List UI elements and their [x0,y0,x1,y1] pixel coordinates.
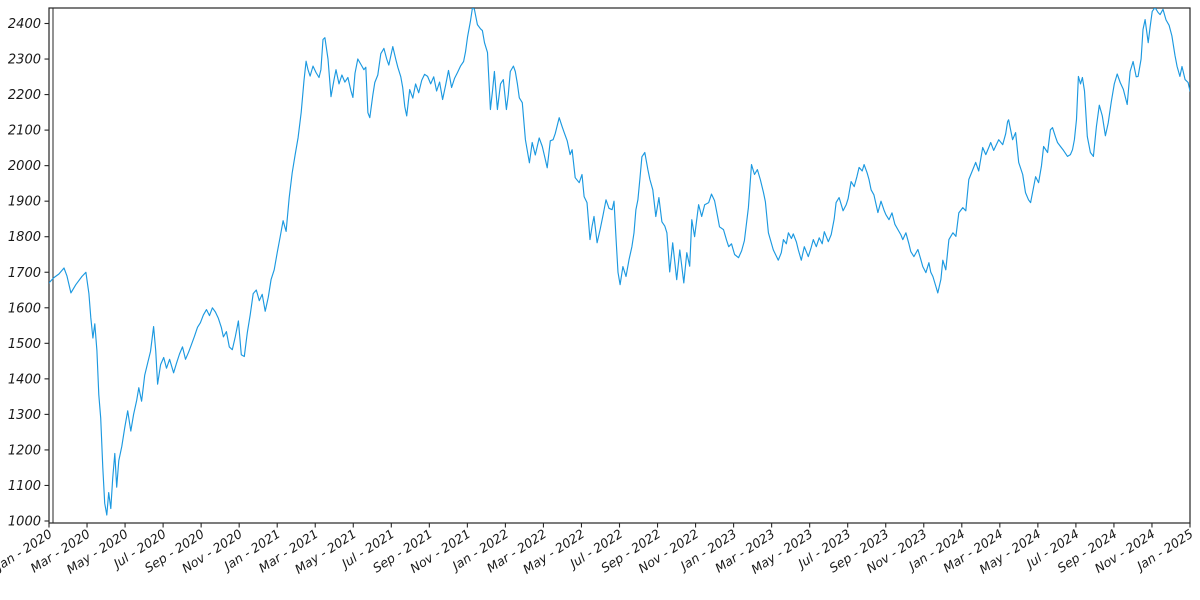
y-axis-tick-label: 1300 [8,408,41,423]
y-axis-tick-label: 1400 [8,372,41,387]
y-axis-tick-label: 1100 [8,479,41,494]
y-axis-tick-label: 2100 [8,124,41,139]
price-series-line [49,8,1190,516]
y-axis-tick-label: 1900 [8,195,41,210]
y-axis-tick-label: 2400 [8,17,41,32]
y-axis-tick-label: 1700 [8,266,41,281]
y-axis-tick-label: 1000 [8,515,41,530]
plot-border [48,7,1191,524]
y-axis-tick-label: 2000 [8,159,41,174]
y-axis-tick-label: 1800 [8,230,41,245]
y-axis-tick-label: 2200 [8,88,41,103]
y-axis-tick-label: 2300 [8,53,41,68]
y-axis-tick-label: 1600 [8,301,41,316]
y-axis-tick-label: 1200 [8,443,41,458]
y-axis-tick-label: 1500 [8,337,41,352]
